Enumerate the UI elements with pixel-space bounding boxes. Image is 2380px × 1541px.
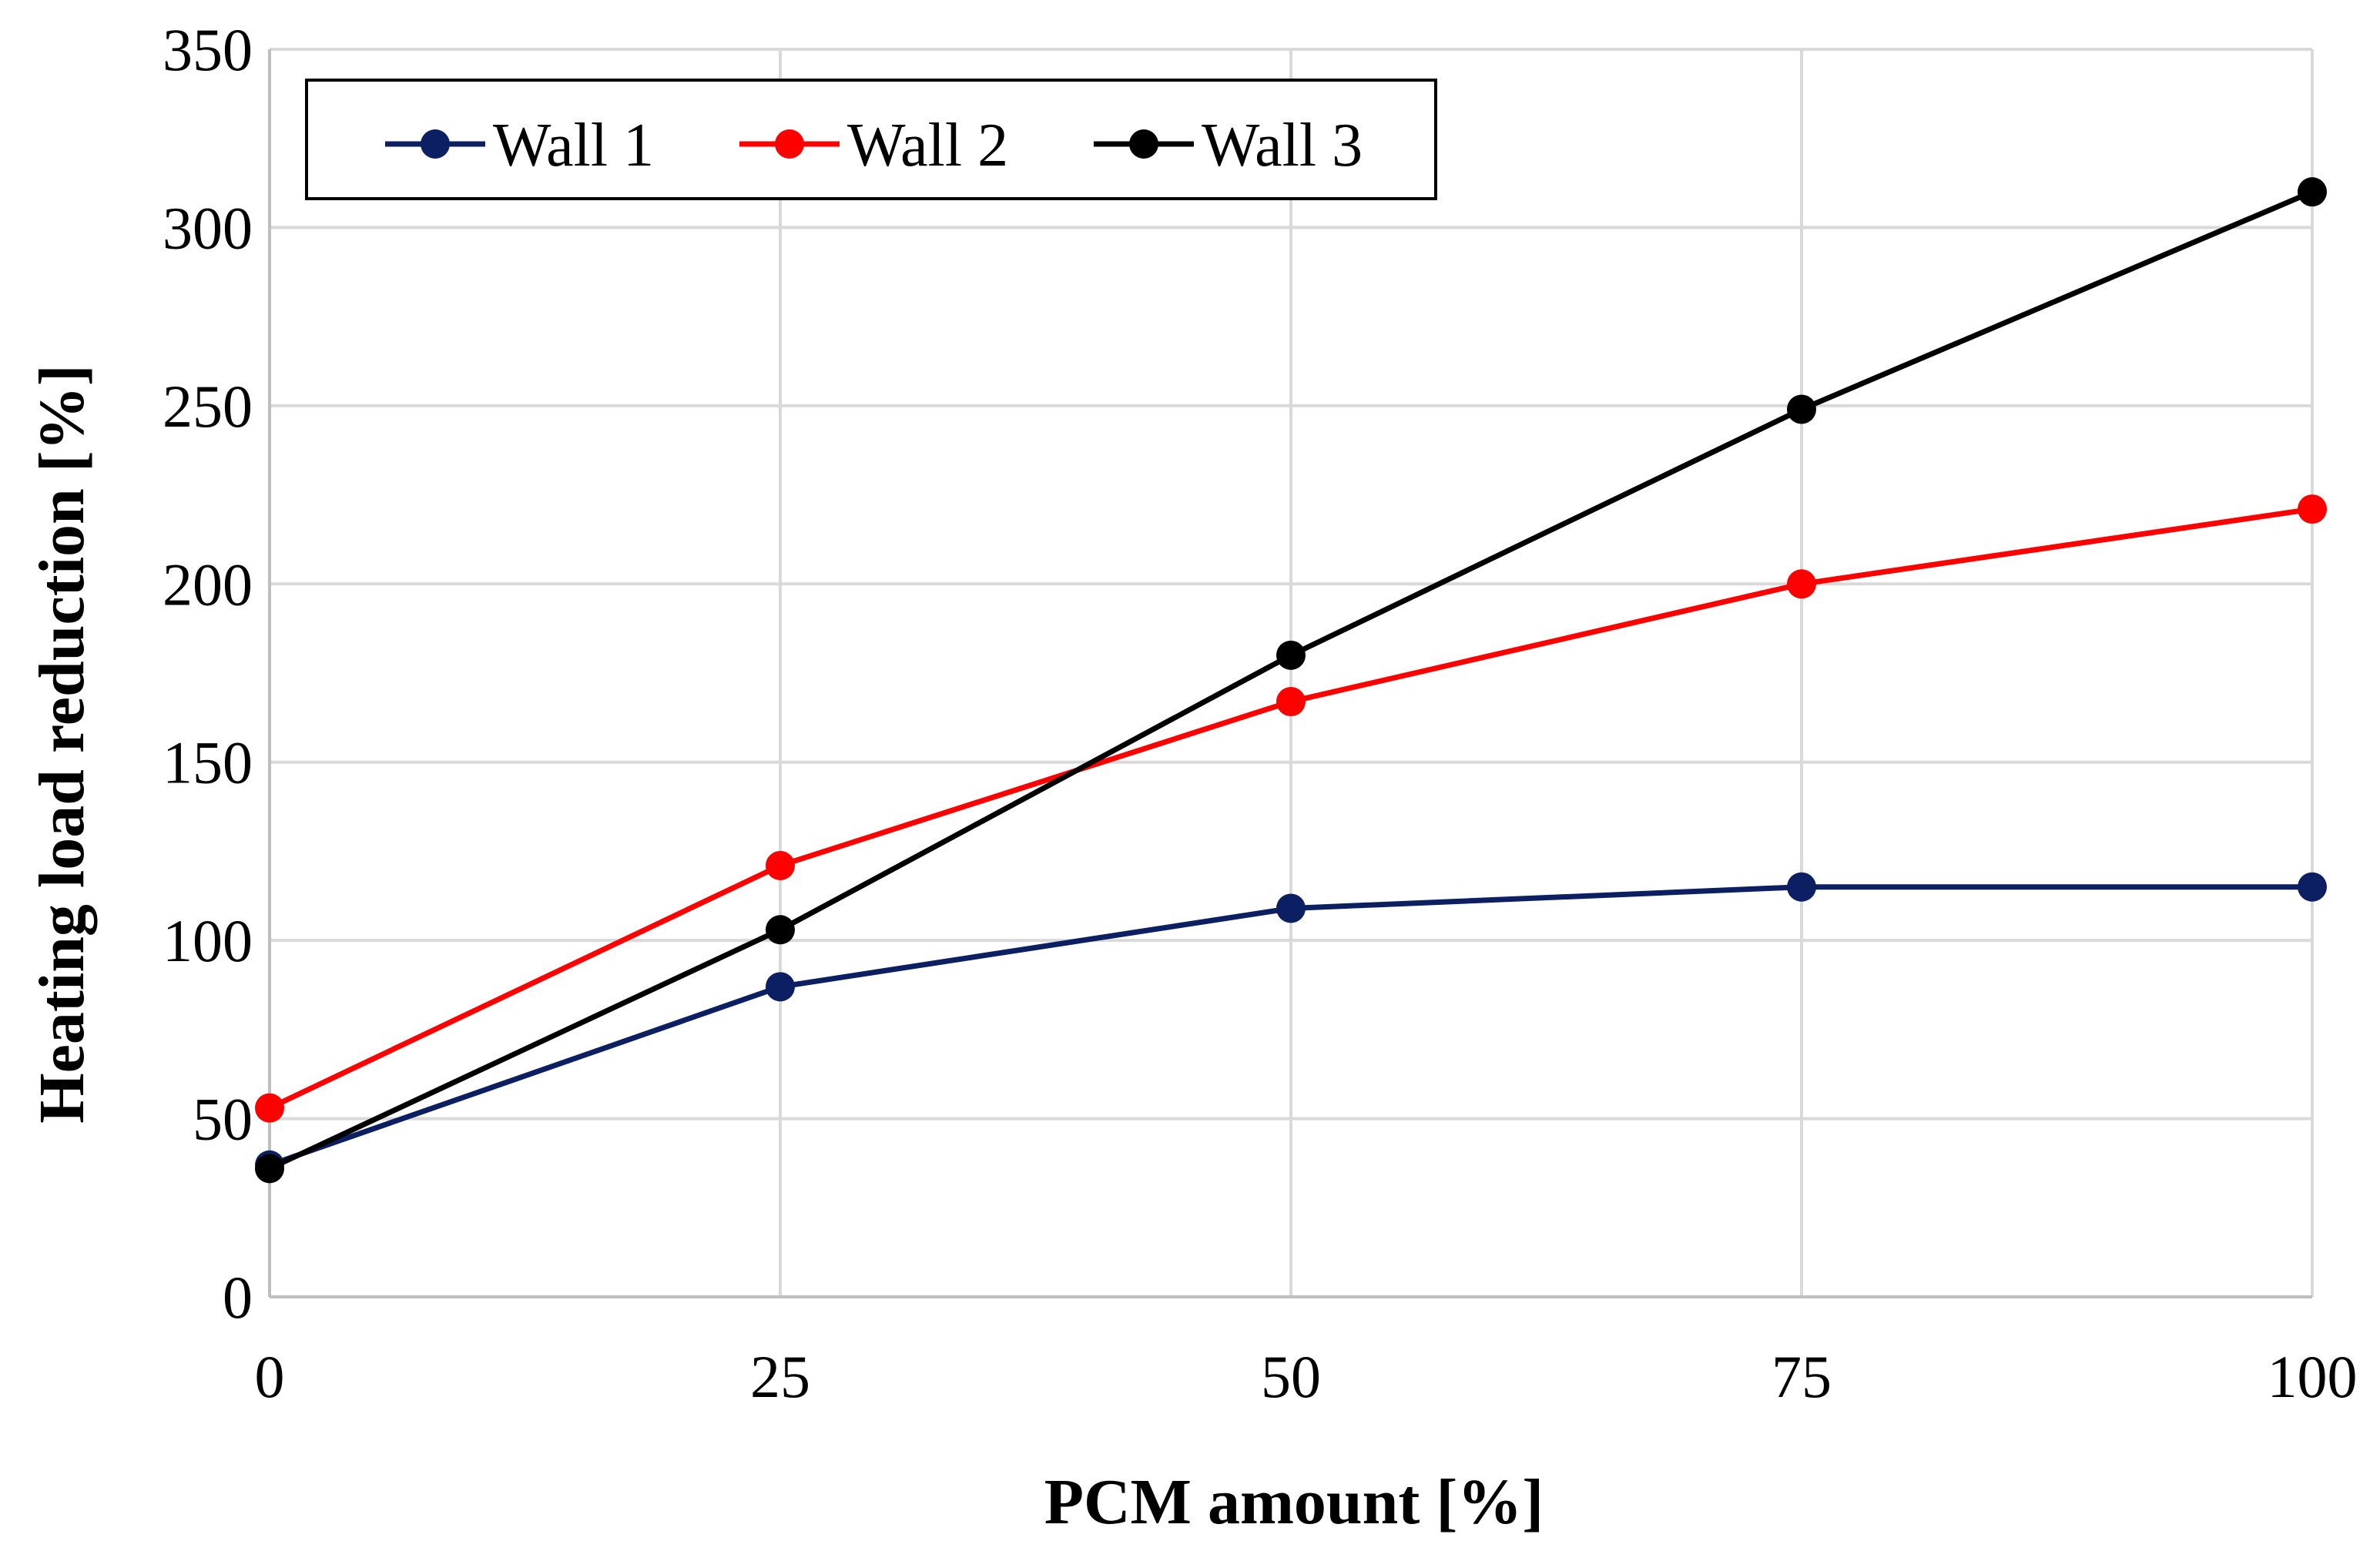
series-wall-1 (255, 872, 2327, 1180)
legend-marker (1129, 129, 1158, 159)
x-tick-label: 100 (2268, 1343, 2358, 1410)
grid-lines (270, 48, 2314, 1297)
y-tick-label: 250 (163, 373, 253, 440)
data-point (766, 915, 795, 945)
data-point (2298, 872, 2327, 902)
data-point (2298, 494, 2327, 524)
data-point (255, 1093, 284, 1123)
data-point (2298, 177, 2327, 207)
axes (268, 49, 2312, 1298)
legend-marker (775, 129, 804, 159)
y-tick-label: 300 (163, 194, 253, 261)
y-tick-label: 150 (163, 729, 253, 796)
legend-item: Wall 2 (739, 112, 1008, 179)
x-tick-label: 0 (255, 1343, 285, 1410)
data-point (1276, 687, 1306, 717)
legend-item: Wall 3 (1094, 112, 1363, 179)
y-tick-label: 0 (223, 1264, 253, 1331)
data-point (1787, 872, 1816, 902)
x-tick-label: 75 (1772, 1343, 1832, 1410)
legend-label: Wall 1 (493, 112, 654, 179)
y-tick-label: 200 (163, 551, 253, 618)
legend-items: Wall 1 Wall 2 Wall 3 (385, 112, 1363, 179)
data-point (766, 972, 795, 1002)
legend-label: Wall 3 (1202, 112, 1363, 179)
legend-marker (421, 129, 450, 159)
x-axis-title: PCM amount [%] (1044, 1466, 1544, 1538)
y-tick-label: 100 (163, 907, 253, 974)
data-point (1787, 569, 1816, 599)
data-point (1276, 640, 1306, 670)
series-wall-3 (255, 177, 2327, 1184)
series-wall-2 (255, 494, 2327, 1123)
data-point (766, 850, 795, 880)
legend: Wall 1 Wall 2 Wall 3 (305, 79, 1437, 200)
y-axis-title: Heating load reduction [%] (26, 364, 98, 1123)
x-tick-label: 25 (750, 1343, 810, 1410)
legend-item: Wall 1 (385, 112, 654, 179)
y-tick-label: 350 (163, 16, 253, 83)
y-tick-label: 50 (193, 1086, 253, 1153)
data-point (1276, 893, 1306, 923)
data-point (255, 1154, 284, 1184)
x-tick-label: 50 (1261, 1343, 1321, 1410)
data-point (1787, 394, 1816, 424)
legend-label: Wall 2 (847, 112, 1008, 179)
series-lines (255, 177, 2327, 1184)
tick-labels: 0 50 100 150 200 250 300 350 0 25 50 75 100 (163, 16, 2358, 1410)
legend-frame (305, 79, 1437, 200)
